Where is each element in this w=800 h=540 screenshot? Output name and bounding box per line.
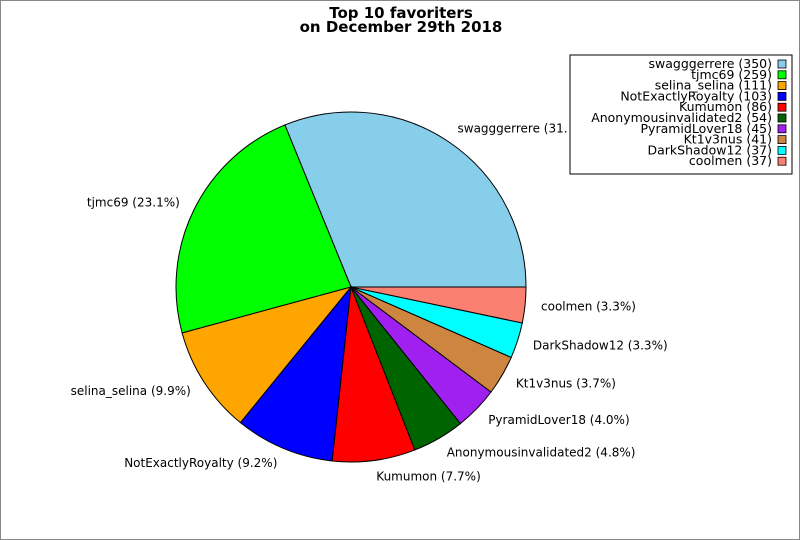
chart-title: Top 10 favoriters <box>329 4 473 22</box>
legend-entry: swagggerrere (350) <box>648 56 772 71</box>
slice-label: coolmen (3.3%) <box>541 300 636 314</box>
legend-swatch <box>777 70 787 80</box>
slice-label: Anonymousinvalidated2 (4.8%) <box>447 445 636 459</box>
legend-swatch <box>777 145 787 155</box>
pie-slice-selina-selina <box>181 286 353 424</box>
legend-entry: Anonymousinvalidated2 (54) <box>591 110 772 125</box>
legend-swatch <box>777 92 787 101</box>
slice-label: selina_selina (9.9%) <box>71 384 191 398</box>
slice-label: swagggerrere (31. <box>458 122 568 136</box>
slice-label: PyramidLover18 (4.0%) <box>488 413 629 427</box>
legend-entry: coolmen (37) <box>689 153 772 168</box>
legend-entry: DarkShadow12 (37) <box>647 142 772 157</box>
legend-entry: tjmc69 (259) <box>691 67 772 82</box>
pie-slice-tjmc69 <box>175 124 352 334</box>
slice-label: Kt1v3nus (3.7%) <box>516 376 616 390</box>
legend-swatch <box>777 113 787 123</box>
legend-entry: PyramidLover18 (45) <box>641 121 772 136</box>
legend-swatch <box>777 124 787 134</box>
pie-slice-coolmen <box>350 286 527 324</box>
slice-label: tjmc69 (23.1%) <box>87 195 180 209</box>
slice-label: NotExactlyRoyalty (9.2%) <box>124 456 277 470</box>
legend-swatch <box>777 81 787 90</box>
pie-slice-notexactlyroyalty <box>239 285 352 462</box>
pie-slices <box>175 111 527 463</box>
legend-swatch <box>777 156 787 166</box>
legend-swatch <box>777 102 787 112</box>
legend: swagggerrere (350)tjmc69 (259)selina_sel… <box>569 54 793 175</box>
pie-slice-swagggerrere <box>284 111 527 288</box>
legend-entry: NotExactlyRoyalty (103) <box>620 88 772 103</box>
legend-swatch <box>777 135 787 145</box>
legend-box <box>569 54 793 175</box>
legend-entry: selina_selina (111) <box>655 78 772 93</box>
chart-subtitle: on December 29th 2018 <box>300 18 503 36</box>
slice-labels: swagggerrere (31. tjmc69 (23.1%) selina_se… <box>71 122 668 484</box>
slice-label: Kumumon (7.7%) <box>376 469 480 483</box>
slice-label: DarkShadow12 (3.3%) <box>533 338 668 352</box>
legend-entry: Kumumon (86) <box>679 99 772 114</box>
legend-swatch <box>777 59 787 69</box>
legend-entry: Kt1v3nus (41) <box>684 132 772 147</box>
